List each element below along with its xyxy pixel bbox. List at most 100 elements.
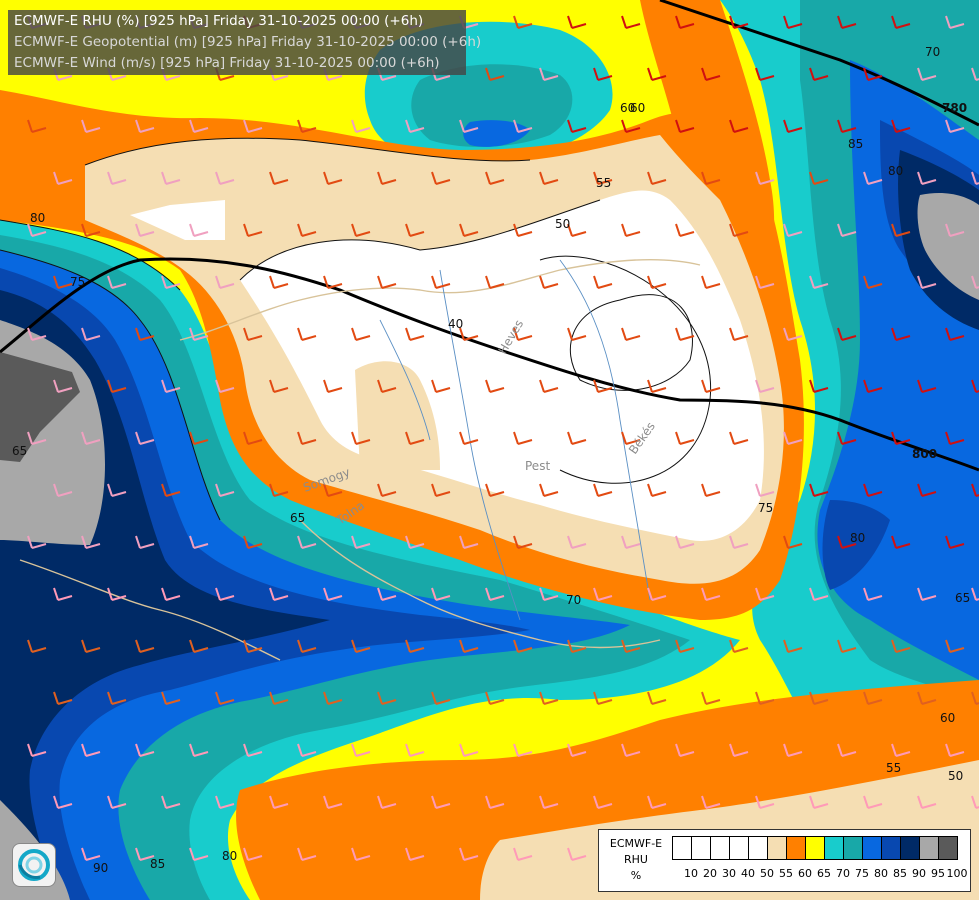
legend-tick-label: 85 (893, 867, 907, 880)
wind-barb-icon (971, 67, 979, 81)
wind-barb-icon (27, 327, 47, 341)
legend-swatch (711, 836, 730, 860)
wind-barb-icon (215, 171, 235, 185)
wind-barb-icon (323, 587, 343, 601)
wind-barb-icon (135, 847, 155, 861)
wind-barb-icon (53, 275, 73, 289)
legend-swatch (787, 836, 806, 860)
wind-barb-icon (701, 171, 721, 185)
rhu-band-80-north (463, 120, 530, 147)
wind-barb-icon (863, 67, 883, 81)
wind-barb-icon (971, 171, 979, 185)
wind-barb-icon (135, 327, 155, 341)
wind-barb-icon (459, 743, 479, 757)
wind-barb-icon (269, 483, 289, 497)
wind-barb-icon (27, 431, 47, 445)
wind-barb-icon (621, 15, 641, 29)
wind-barb-icon (243, 223, 263, 237)
wind-barb-icon (27, 119, 47, 133)
wind-barb-icon (431, 483, 451, 497)
contour-value-label: 60 (620, 101, 635, 115)
wind-barb-icon (971, 275, 979, 289)
wind-barb-icon (81, 431, 101, 445)
wind-barb-icon (917, 171, 937, 185)
wind-barb-icon (783, 223, 803, 237)
wind-barb-icon (215, 691, 235, 705)
wind-barb-icon (431, 275, 451, 289)
contour-value-label: 75 (70, 275, 85, 289)
wind-barb-icon (837, 223, 857, 237)
contour-value-label: 65 (955, 591, 970, 605)
wind-barb-icon (107, 587, 127, 601)
wind-barb-icon (593, 691, 613, 705)
wind-barb-icon (485, 171, 505, 185)
wind-barb-icon (377, 691, 397, 705)
wind-barb-icon (53, 795, 73, 809)
wind-barb-icon (971, 483, 979, 497)
wind-barb-icon (729, 535, 749, 549)
contour-value-label: 85 (150, 857, 165, 871)
wind-barb-icon (863, 795, 883, 809)
legend-tick-label: 40 (741, 867, 755, 880)
wind-barb-icon (783, 431, 803, 445)
legend-swatch (672, 836, 692, 860)
ecmwf-logo-icon (12, 843, 56, 887)
wind-barb-icon (539, 795, 559, 809)
legend-tick-label: 95 (931, 867, 945, 880)
wind-barb-icon (971, 691, 979, 705)
wind-barb-icon (593, 275, 613, 289)
legend-tick-label: 65 (817, 867, 831, 880)
wind-barb-icon (243, 119, 263, 133)
wind-barb-icon (107, 691, 127, 705)
wind-barb-icon (701, 67, 721, 81)
wind-barb-icon (567, 15, 587, 29)
wind-barb-icon (593, 795, 613, 809)
wind-barb-icon (539, 587, 559, 601)
wind-barb-icon (971, 379, 979, 393)
rhu-legend: ECMWF-E RHU % 10 20 30 40 50 55 60 65 70 75 80 85 90… (598, 829, 971, 892)
wind-barb-icon (647, 587, 667, 601)
legend-title: ECMWF-E RHU % (603, 836, 669, 884)
wind-barb-icon (863, 171, 883, 185)
wind-barb-icon (189, 743, 209, 757)
wind-barb-icon (647, 171, 667, 185)
wind-barb-icon (891, 327, 911, 341)
wind-barb-icon (189, 847, 209, 861)
wind-barb-icon (675, 327, 695, 341)
wind-barb-icon (891, 431, 911, 445)
wind-barb-icon (459, 223, 479, 237)
wind-barb-icon (729, 743, 749, 757)
legend-swatch (901, 836, 920, 860)
wind-barb-icon (431, 171, 451, 185)
legend-tick-label: 30 (722, 867, 736, 880)
wind-barb-icon (53, 691, 73, 705)
wind-barb-icon (647, 275, 667, 289)
wind-barb-icon (513, 119, 533, 133)
wind-barb-icon (431, 587, 451, 601)
wind-barb-icon (917, 587, 937, 601)
rhu-band-80-south (0, 250, 630, 900)
wind-barb-icon (755, 483, 775, 497)
wind-barb-icon (377, 587, 397, 601)
rhu-band-55-notch (355, 361, 440, 470)
wind-barb-icon (243, 743, 263, 757)
wind-barb-icon (107, 483, 127, 497)
wind-barb-icon (621, 639, 641, 653)
wind-barb-icon (675, 639, 695, 653)
wind-barb-icon (891, 639, 911, 653)
wind-barb-icon (783, 15, 803, 29)
wind-barb-icon (567, 639, 587, 653)
wind-barb-icon (323, 275, 343, 289)
wind-barb-icon (755, 379, 775, 393)
wind-barb-icon (81, 119, 101, 133)
wind-barb-icon (675, 431, 695, 445)
contour-value-label: 80 (850, 531, 865, 545)
wind-barb-icon (459, 327, 479, 341)
wind-barb-icon (351, 535, 371, 549)
wind-barb-icon (269, 587, 289, 601)
wind-barb-icon (675, 15, 695, 29)
legend-tick-label: 10 (684, 867, 698, 880)
wind-barb-icon (405, 535, 425, 549)
legend-tick-label: 80 (874, 867, 888, 880)
